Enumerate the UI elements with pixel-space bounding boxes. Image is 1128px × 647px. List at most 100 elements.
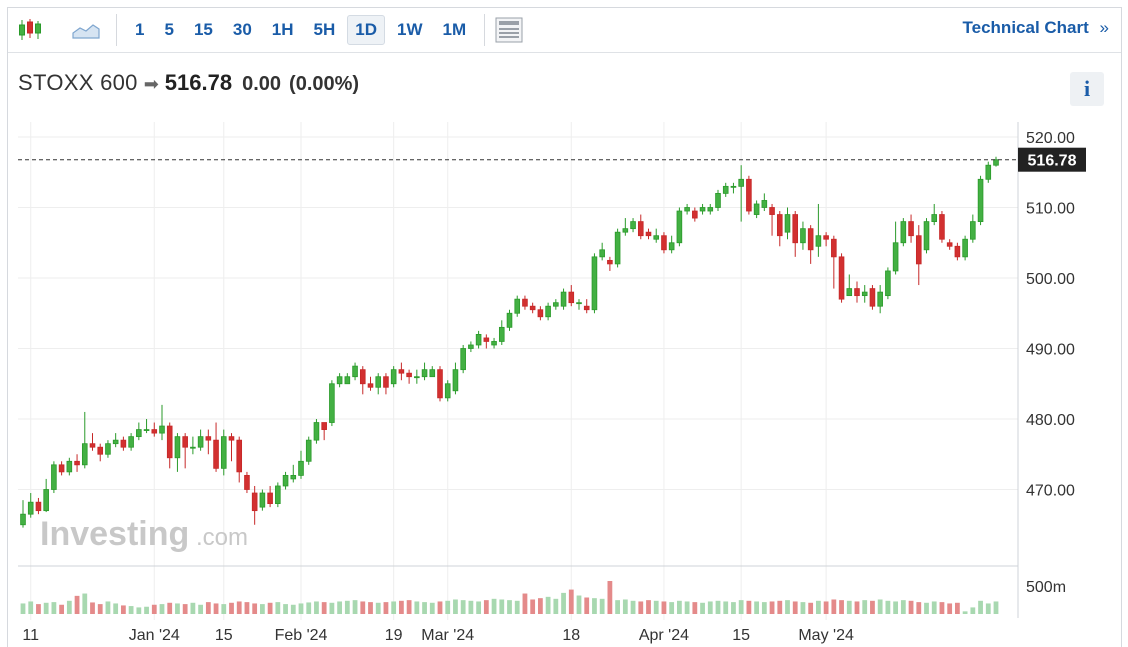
volume-bar-up [993, 601, 999, 614]
watermark-brand: Investing [40, 515, 189, 553]
volume-bar-down [769, 601, 775, 614]
candle-down [908, 214, 914, 243]
tf-1h[interactable]: 1H [271, 20, 294, 39]
candle-body [236, 439, 243, 473]
volume-bar-down [59, 604, 65, 614]
candle-body [761, 200, 768, 208]
candle-up [630, 218, 636, 233]
volume-bar-down [236, 601, 242, 614]
unchanged-arrow-icon: ➡ [143, 74, 159, 94]
candle-body [228, 436, 235, 441]
tf-15[interactable]: 15 [193, 20, 213, 39]
candle-body [359, 369, 366, 385]
candle-up [452, 362, 459, 395]
candle-body [583, 305, 590, 311]
candle-down [746, 175, 752, 215]
candle-body [931, 214, 938, 223]
data-table-icon[interactable] [493, 15, 525, 45]
tf-5[interactable]: 5 [164, 20, 174, 39]
candle-body [151, 429, 158, 434]
candle-body [143, 429, 150, 431]
volume-bar-down [267, 602, 273, 614]
candle-body [460, 348, 466, 371]
candle-body [807, 228, 814, 251]
candle-body [993, 159, 999, 166]
candle-body [753, 203, 760, 215]
volume-bar-down [607, 581, 613, 614]
volume-bar-down [151, 604, 157, 614]
candle-up [861, 285, 868, 303]
volume-bar-down [746, 600, 752, 614]
volume-bar-down [808, 602, 814, 614]
volume-bar-up [43, 602, 49, 614]
candlestick-chart-icon[interactable] [14, 15, 46, 45]
x-tick-label: Feb '24 [275, 627, 328, 644]
candle-body [89, 443, 96, 448]
price-axis: 520.00 510.00 500.00 490.00 480.00 470.00 500m [1026, 130, 1075, 596]
candle-up [475, 330, 482, 349]
candle-down [946, 239, 953, 250]
candle-up [576, 299, 582, 310]
candle-body [259, 492, 266, 508]
price-change-percent: (0.00%) [289, 73, 360, 95]
candle-down [529, 302, 536, 314]
candle-body [676, 210, 683, 244]
tf-1d[interactable]: 1D [347, 15, 385, 45]
x-tick-label: Mar '24 [421, 627, 474, 644]
candle-down [483, 334, 490, 349]
tf-1[interactable]: 1 [135, 20, 145, 39]
candle-down [807, 225, 814, 264]
volume-bar-up [576, 595, 582, 614]
technical-chart-link[interactable]: Technical Chart » [963, 18, 1109, 38]
volume-bar-up [800, 602, 806, 614]
candle-up [468, 341, 474, 353]
candle-down [244, 471, 250, 494]
candle-body [421, 369, 428, 378]
candle-body [406, 372, 412, 378]
candle-body [220, 436, 227, 469]
volume-bar-down [823, 601, 829, 614]
volume-bar-up [391, 601, 397, 614]
volume-bar-up [622, 599, 628, 614]
candle-up [27, 493, 34, 518]
candle-down [939, 211, 945, 243]
candle-down [120, 436, 127, 451]
volume-bar-up [128, 606, 134, 614]
volume-bar-up [314, 601, 319, 614]
area-chart-icon[interactable] [70, 15, 102, 45]
candle-up [977, 175, 984, 226]
volume-bar-up [306, 602, 312, 614]
volume-bar-up [453, 599, 458, 614]
candle-down [89, 433, 96, 451]
last-price-tag-label: 516.78 [1028, 153, 1077, 170]
candle-body [607, 259, 613, 265]
candle-up [43, 478, 49, 513]
x-tick-label: Apr '24 [639, 627, 689, 644]
tf-5h[interactable]: 5H [313, 20, 336, 39]
tf-1m[interactable]: 1M [442, 20, 467, 39]
candle-body [784, 214, 791, 233]
volume-bar-up [761, 602, 767, 614]
candle-up [985, 161, 992, 183]
chart-grid [18, 122, 1018, 620]
volume-bar-down [167, 602, 173, 614]
candle-up [931, 203, 938, 226]
candle-up [923, 218, 930, 254]
candle-body [27, 501, 34, 515]
candle-body [105, 443, 111, 455]
candle-body [498, 326, 505, 342]
candle-up [81, 411, 88, 469]
tf-1w[interactable]: 1W [396, 20, 423, 39]
candle-body [166, 425, 173, 459]
volume-layer [20, 581, 999, 614]
candle-body [483, 337, 490, 342]
info-button[interactable]: i [1070, 72, 1104, 106]
candle-down [213, 422, 219, 472]
volume-bar-up [66, 600, 72, 614]
tf-30[interactable]: 30 [232, 20, 252, 39]
volume-bar-up [630, 600, 636, 614]
candle-up [684, 203, 690, 215]
volume-bar-up [414, 601, 420, 614]
candle-body [946, 242, 953, 247]
